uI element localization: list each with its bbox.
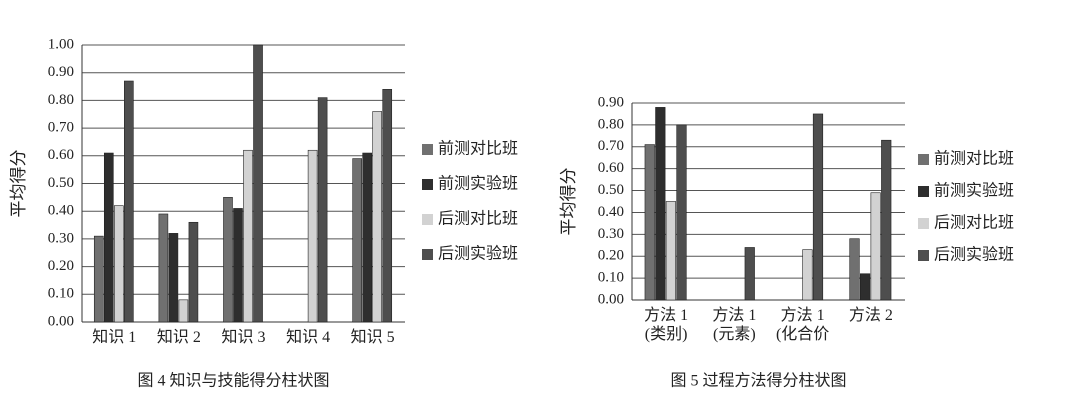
bar xyxy=(676,124,687,301)
y-tick-label: 0.20 xyxy=(598,248,624,264)
bar xyxy=(307,149,318,323)
bar xyxy=(188,221,199,323)
chart-caption: 图 4 知识与技能得分柱状图 xyxy=(137,372,329,390)
legend-swatch xyxy=(918,250,929,261)
bar xyxy=(644,144,655,301)
x-tick-label: 知识 5 xyxy=(350,329,395,346)
bar xyxy=(352,158,362,323)
legend-swatch xyxy=(422,144,433,155)
legend-label: 后测对比班 xyxy=(934,214,1014,232)
bar xyxy=(233,208,243,323)
y-tick-label: 0.30 xyxy=(598,226,624,242)
bar xyxy=(665,201,677,301)
legend-label: 前测对比班 xyxy=(934,150,1014,168)
bar xyxy=(859,273,871,301)
y-tick-label: 0.40 xyxy=(598,204,624,220)
bar xyxy=(223,197,233,323)
x-tick-label: 知识 1 xyxy=(92,329,137,346)
bar xyxy=(881,139,892,301)
y-tick-label: 0.50 xyxy=(48,175,74,191)
bar xyxy=(168,233,179,323)
y-tick-label: 0.80 xyxy=(598,116,624,132)
y-tick-label: 0.00 xyxy=(48,313,74,329)
legend-label: 前测实验班 xyxy=(438,175,518,193)
x-tick-label: 方法 1 (化合价 xyxy=(775,307,830,343)
bar xyxy=(812,113,824,301)
legend-label: 后测实验班 xyxy=(934,246,1014,264)
x-tick-label: 知识 2 xyxy=(156,329,201,346)
bar xyxy=(870,192,881,301)
bar xyxy=(802,249,813,301)
bar xyxy=(178,299,189,323)
x-tick-label: 方法 1 (元素) xyxy=(712,307,757,343)
legend-swatch xyxy=(422,249,433,260)
bar xyxy=(124,80,134,323)
legend-swatch xyxy=(918,186,929,197)
y-tick-label: 0.10 xyxy=(48,286,74,302)
y-tick-label: 1.00 xyxy=(48,36,74,52)
bar xyxy=(744,247,755,301)
chart-caption: 图 5 过程方法得分柱状图 xyxy=(670,372,846,390)
y-tick-label: 0.60 xyxy=(598,160,624,176)
bar xyxy=(317,97,328,323)
y-tick-label: 0.90 xyxy=(48,64,74,80)
bar xyxy=(253,44,263,323)
bar xyxy=(382,89,393,323)
y-axis-label: 平均得分 xyxy=(9,150,28,218)
bar xyxy=(158,213,169,323)
y-tick-label: 0.40 xyxy=(48,203,74,219)
y-tick-label: 0.80 xyxy=(48,92,74,108)
y-tick-label: 0.20 xyxy=(48,258,74,274)
bar xyxy=(103,152,114,323)
legend-swatch xyxy=(422,214,433,225)
y-tick-label: 0.30 xyxy=(48,230,74,246)
bar xyxy=(243,149,253,323)
bar xyxy=(655,107,666,301)
y-tick-label: 0.70 xyxy=(598,138,624,154)
y-tick-label: 0.70 xyxy=(48,120,74,136)
bar xyxy=(362,152,373,323)
bar xyxy=(114,205,124,323)
legend-swatch xyxy=(918,218,929,229)
bar xyxy=(372,111,383,323)
y-tick-label: 0.00 xyxy=(598,291,624,307)
legend-label: 前测实验班 xyxy=(934,182,1014,200)
x-tick-label: 方法 2 xyxy=(848,307,893,324)
legend-label: 后测对比班 xyxy=(438,210,518,228)
legend-swatch xyxy=(918,154,929,165)
legend-label: 后测实验班 xyxy=(438,245,518,263)
y-tick-label: 0.90 xyxy=(598,94,624,110)
y-tick-label: 0.50 xyxy=(598,182,624,198)
bar xyxy=(849,238,860,301)
y-axis-label: 平均得分 xyxy=(559,168,578,236)
x-tick-label: 知识 3 xyxy=(221,329,266,346)
x-tick-label: 方法 1 (类别) xyxy=(644,307,689,343)
x-tick-label: 知识 4 xyxy=(286,329,331,346)
y-tick-label: 0.60 xyxy=(48,147,74,163)
bar xyxy=(93,235,104,323)
legend-label: 前测对比班 xyxy=(438,140,518,158)
y-tick-label: 0.10 xyxy=(598,270,624,286)
legend-swatch xyxy=(422,179,433,190)
